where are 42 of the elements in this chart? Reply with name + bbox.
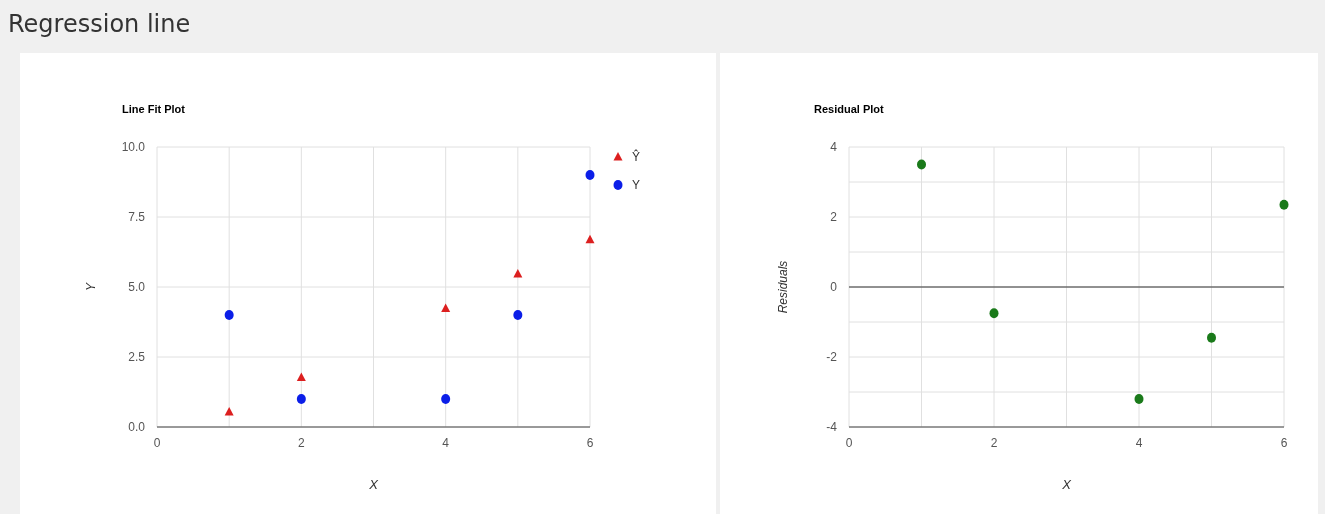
y-tick-label: 5.0 [128,280,146,294]
point [224,310,234,320]
x-tick-label: 4 [442,436,450,450]
x-tick-label: 4 [1135,436,1143,450]
legend-label: Ŷ [632,149,641,164]
y-tick-label: 7.5 [128,210,146,224]
x-tick-label: 0 [153,436,161,450]
point [989,308,999,319]
y-axis-title: Residuals [776,260,790,314]
point [513,269,523,278]
point [441,303,451,313]
x-tick-label: 6 [586,436,594,450]
y-tick-label: 10.0 [121,140,146,154]
y-tick-label: -2 [826,350,838,364]
y-tick-label: 4 [830,140,838,154]
text: Regression line [8,10,191,38]
legend-label: Y [632,178,641,192]
y-tick-label: -4 [826,420,838,434]
y-tick-label: 2.5 [128,350,146,364]
point [917,159,926,170]
point [296,372,306,381]
x-tick-label: 2 [990,436,998,450]
point [1207,332,1216,343]
x-tick-label: 0 [845,436,853,450]
y-tick-label: 0 [830,280,838,294]
point [585,170,595,180]
x-tick-label: 6 [1280,436,1288,450]
point [513,310,523,320]
point [296,394,306,404]
chart-title: Line Fit Plot [122,103,186,115]
point [1134,394,1144,404]
point [1279,199,1289,210]
x-tick-label: 2 [297,436,305,450]
point [224,406,234,416]
x-axis-title: X [368,477,380,492]
y-tick-label: 2 [830,210,838,224]
y-axis-title: Y [84,282,98,292]
x-axis-title: X [1061,477,1073,492]
y-tick-label: 0.0 [128,420,146,434]
point [585,234,595,244]
chart-title: Residual Plot [814,103,885,115]
point [441,394,451,404]
